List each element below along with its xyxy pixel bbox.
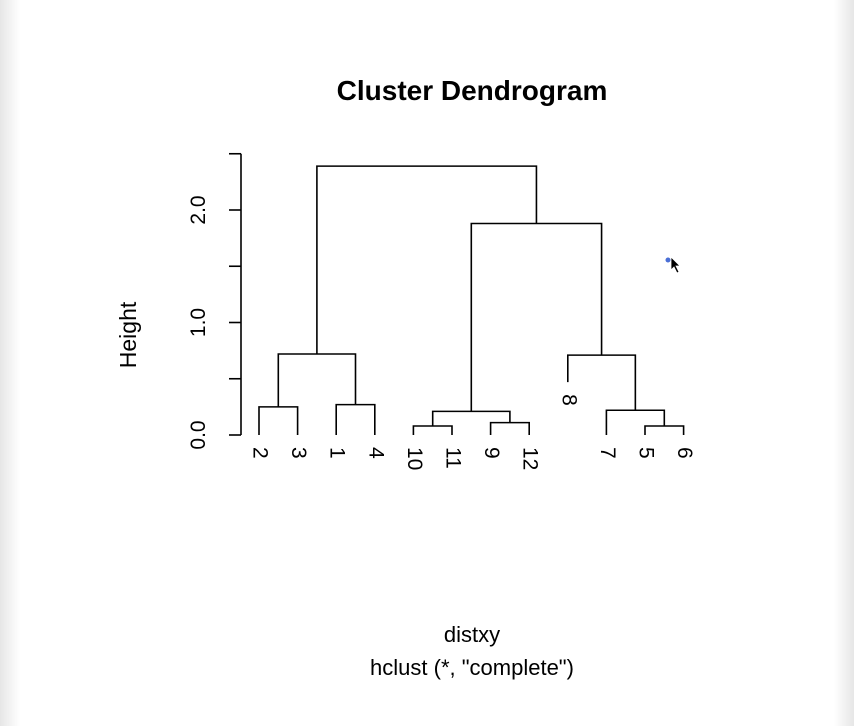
left-edge-shadow (0, 0, 20, 726)
y-axis-label: Height (115, 301, 141, 368)
leaf-label: 2 (248, 447, 271, 459)
leaf-label: 6 (673, 447, 696, 459)
y-tick-label: 2.0 (187, 195, 210, 224)
right-edge-shadow (834, 0, 854, 726)
merge-link-c23 (258, 406, 299, 435)
leaf-label: 8 (557, 394, 580, 406)
y-axis: 0.0 1.0 2.0 (187, 152, 242, 450)
chart-title: Cluster Dendrogram (337, 75, 608, 106)
merge-link-c1011 (412, 425, 453, 435)
leaf-label: 9 (480, 447, 503, 459)
leaf-label: 4 (364, 447, 387, 459)
dendrogram-links (258, 165, 685, 435)
merge-link-c9to12 (431, 410, 511, 426)
merge-link-c14 (335, 403, 376, 435)
leaf-label: 1 (326, 447, 349, 459)
merge-link-c9to6 (470, 222, 603, 412)
merge-link-c1234 (277, 353, 357, 407)
cursor-dot (665, 257, 671, 263)
leaf-labels: 2 3 1 4 10 11 9 12 8 7 5 6 (248, 394, 696, 470)
y-tick-label: 1.0 (187, 308, 210, 337)
leaf-label: 10 (403, 447, 426, 470)
method-subtitle: hclust (*, "complete") (370, 655, 574, 680)
y-tick-label: 0.0 (187, 420, 210, 449)
x-axis-label: distxy (444, 622, 500, 647)
leaf-label: 11 (441, 447, 464, 469)
leaf-label: 12 (519, 447, 542, 470)
leaf-label: 5 (634, 447, 657, 459)
leaf-label: 3 (287, 447, 310, 459)
merge-link-root (316, 165, 538, 354)
merge-link-c912 (489, 421, 530, 435)
merge-link-c56 (644, 425, 685, 435)
mouse-cursor-icon (665, 256, 681, 274)
leaf-label: 7 (596, 447, 619, 459)
merge-link-c7_56 (605, 409, 666, 435)
cursor-arrow (670, 256, 681, 274)
